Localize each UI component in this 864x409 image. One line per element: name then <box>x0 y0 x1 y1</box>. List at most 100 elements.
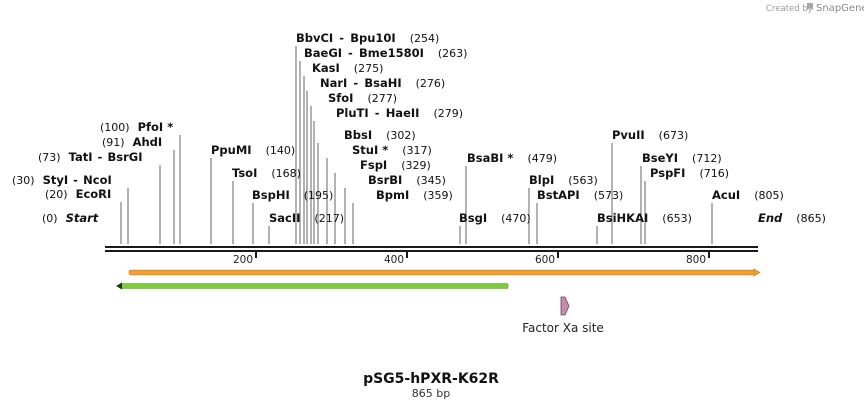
site-pluti[interactable]: PluTI - HaeII (279) <box>336 106 463 120</box>
site-name-alt: Bpu10I <box>350 31 395 45</box>
site-tati[interactable]: (73) TatI - BsrGI <box>38 150 143 164</box>
site-position: (712) <box>692 152 722 165</box>
feature-orange-bar[interactable] <box>128 269 757 276</box>
site-ppumi[interactable]: PpuMI (140) <box>211 143 295 157</box>
site-position: (195) <box>304 189 334 202</box>
site-start[interactable]: (0) Start <box>42 211 99 225</box>
ruler-tick <box>255 252 257 258</box>
site-pvuii[interactable]: PvuII (673) <box>612 128 688 142</box>
feature-orange[interactable] <box>128 268 761 277</box>
site-name: EcoRI <box>76 187 112 201</box>
site-position: (673) <box>659 129 689 142</box>
site-separator: - <box>73 173 78 187</box>
site-separator: - <box>375 106 380 120</box>
site-name: PvuII <box>612 128 645 142</box>
site-position: (865) <box>796 212 826 225</box>
site-separator: - <box>353 76 358 90</box>
site-name: SfoI <box>328 91 353 105</box>
site-pfoi[interactable]: (100) PfoI * <box>100 120 173 134</box>
site-bpmi[interactable]: BpmI (359) <box>376 188 453 202</box>
feature-orange-arrowhead <box>753 268 761 277</box>
site-name: BlpI <box>529 173 554 187</box>
backbone-bottom-strand <box>105 250 758 252</box>
site-separator: - <box>348 46 353 60</box>
site-bbsi[interactable]: BbsI (302) <box>344 128 416 142</box>
site-name: StyI <box>43 173 69 187</box>
site-name-alt: Bme1580I <box>359 46 424 60</box>
site-position: (168) <box>271 167 301 180</box>
site-name-alt: BsaHI <box>364 76 401 90</box>
site-position: (20) <box>45 188 68 201</box>
ruler-tick <box>406 252 408 258</box>
site-tsoi[interactable]: TsoI (168) <box>232 166 301 180</box>
site-bbvci[interactable]: BbvCI - Bpu10I (254) <box>296 31 439 45</box>
feature-green[interactable] <box>116 282 509 290</box>
ruler-tick-label: 800 <box>686 254 706 266</box>
site-name: BpmI <box>376 188 409 202</box>
site-acui[interactable]: AcuI (805) <box>712 188 784 202</box>
site-position: (73) <box>38 151 61 164</box>
site-name: Start <box>66 211 99 225</box>
site-position: (359) <box>423 189 453 202</box>
site-styi[interactable]: (30) StyI - NcoI <box>12 173 112 187</box>
ruler: 200 400 600 800 <box>233 252 710 266</box>
site-name: AcuI <box>712 188 740 202</box>
site-ecori[interactable]: (20) EcoRI <box>45 187 111 201</box>
site-name: BstAPI <box>537 188 580 202</box>
site-bseyi[interactable]: BseYI (712) <box>642 151 722 165</box>
site-position: (263) <box>438 47 468 60</box>
site-sacii[interactable]: SacII (217) <box>269 211 344 225</box>
credit[interactable]: Created by SnapGene <box>766 3 864 14</box>
site-position: (479) <box>527 152 557 165</box>
site-name: BsaBI * <box>467 151 513 165</box>
site-name-alt: NcoI <box>83 173 112 187</box>
feature-factor-xa[interactable]: Factor Xa site <box>522 296 604 335</box>
site-bsabi[interactable]: BsaBI * (479) <box>467 151 557 165</box>
site-pspfi[interactable]: PspFI (716) <box>650 166 729 180</box>
site-position: (279) <box>433 107 463 120</box>
site-baegi[interactable]: BaeGI - Bme1580I (263) <box>304 46 467 60</box>
site-name: NarI <box>320 76 347 90</box>
site-position: (470) <box>501 212 531 225</box>
site-position: (805) <box>754 189 784 202</box>
factor-xa-arrow-icon[interactable] <box>560 296 570 316</box>
site-labels: (0) Start (20) EcoRI(30) StyI - NcoI (73) TatI - B… <box>12 31 826 225</box>
site-name: BsiHKAI <box>597 211 648 225</box>
site-name: PpuMI <box>211 143 252 157</box>
site-position: (317) <box>402 144 432 157</box>
site-name: SacII <box>269 211 300 225</box>
site-position: (91) <box>102 136 125 149</box>
site-bstapi[interactable]: BstAPI (573) <box>537 188 623 202</box>
site-separator: - <box>98 150 103 164</box>
snapgene-logo-icon <box>807 3 813 10</box>
ruler-tick-label: 200 <box>233 254 253 266</box>
site-position: (329) <box>401 159 431 172</box>
site-end[interactable]: End (865) <box>758 211 826 225</box>
site-name: PspFI <box>650 166 685 180</box>
site-name: KasI <box>312 61 340 75</box>
map-title: pSG5-hPXR-K62R <box>363 371 499 387</box>
site-bsihkai[interactable]: BsiHKAI (653) <box>597 211 692 225</box>
credit-brand: SnapGene <box>816 3 864 14</box>
site-stui[interactable]: StuI * (317) <box>352 143 432 157</box>
site-name: AhdI <box>133 135 163 149</box>
site-ahdi[interactable]: (91) AhdI <box>102 135 162 149</box>
site-position: (217) <box>314 212 344 225</box>
site-bsrbi[interactable]: BsrBI (345) <box>368 173 446 187</box>
site-position: (276) <box>416 77 446 90</box>
svg-text:End: End <box>0 0 25 3</box>
site-name: End <box>758 211 783 225</box>
site-name: BsgI <box>459 211 487 225</box>
site-fspi[interactable]: FspI (329) <box>360 158 431 172</box>
site-nari[interactable]: NarI - BsaHI (276) <box>320 76 445 90</box>
backbone-top-strand <box>105 246 758 248</box>
site-bsphi[interactable]: BspHI (195) <box>252 188 333 202</box>
site-sfoi[interactable]: SfoI (277) <box>328 91 397 105</box>
site-position: (277) <box>367 92 397 105</box>
site-blpi[interactable]: BlpI (563) <box>529 173 598 187</box>
feature-green-bar[interactable] <box>119 283 509 289</box>
ruler-tick <box>557 252 559 258</box>
site-bsgi[interactable]: BsgI (470) <box>459 211 531 225</box>
site-kasi[interactable]: KasI (275) <box>312 61 383 75</box>
